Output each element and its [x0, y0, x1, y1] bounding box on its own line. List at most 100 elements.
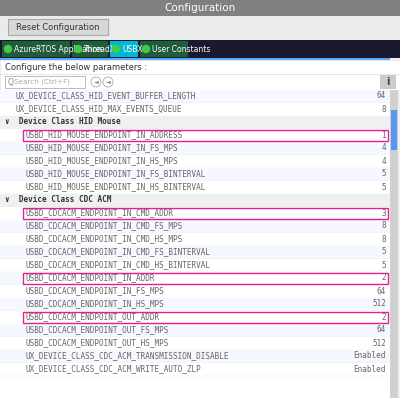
Text: ThreadX: ThreadX — [84, 45, 116, 53]
Text: USBD_CDCACM_ENDPOINT_OUT_HS_MPS: USBD_CDCACM_ENDPOINT_OUT_HS_MPS — [25, 339, 168, 347]
Text: USBD_CDCACM_ENDPOINT_IN_CMD_HS_MPS: USBD_CDCACM_ENDPOINT_IN_CMD_HS_MPS — [25, 234, 182, 244]
Bar — [391, 110, 397, 150]
Bar — [0, 90, 390, 398]
Bar — [0, 16, 400, 40]
Circle shape — [91, 77, 101, 87]
Text: AzureRTOS Application: AzureRTOS Application — [14, 45, 102, 53]
Bar — [0, 207, 390, 220]
Bar — [0, 298, 390, 311]
Text: 512: 512 — [372, 339, 386, 347]
Text: USBD_CDCACM_ENDPOINT_IN_HS_MPS: USBD_CDCACM_ENDPOINT_IN_HS_MPS — [25, 300, 164, 308]
Text: Enabled: Enabled — [354, 351, 386, 361]
Bar — [0, 103, 390, 116]
Text: 4: 4 — [381, 144, 386, 152]
Text: USBD_HID_MOUSE_ENDPOINT_IN_ADDRESS: USBD_HID_MOUSE_ENDPOINT_IN_ADDRESS — [25, 131, 182, 140]
Bar — [0, 324, 390, 337]
Text: 64: 64 — [377, 326, 386, 334]
Text: Configure the below parameters :: Configure the below parameters : — [5, 62, 147, 72]
Text: 5: 5 — [381, 261, 386, 269]
Text: 8: 8 — [381, 234, 386, 244]
Bar — [0, 0, 400, 16]
Bar — [0, 363, 390, 376]
Bar — [0, 155, 390, 168]
Bar — [390, 90, 398, 398]
Text: 512: 512 — [372, 300, 386, 308]
Text: Search (Ctrl+F): Search (Ctrl+F) — [14, 79, 70, 85]
Text: 2: 2 — [381, 273, 386, 283]
Text: USBD_HID_MOUSE_ENDPOINT_IN_HS_BINTERVAL: USBD_HID_MOUSE_ENDPOINT_IN_HS_BINTERVAL — [25, 183, 205, 191]
Text: Q: Q — [8, 78, 14, 86]
Bar — [0, 272, 390, 285]
Bar — [0, 233, 390, 246]
Circle shape — [74, 45, 82, 53]
Bar — [0, 194, 390, 207]
Circle shape — [4, 45, 12, 53]
Bar — [23, 208, 388, 219]
Text: 64: 64 — [377, 287, 386, 295]
Bar — [110, 41, 138, 57]
Text: 64: 64 — [377, 92, 386, 101]
Text: USBD_CDCACM_ENDPOINT_OUT_ADDR: USBD_CDCACM_ENDPOINT_OUT_ADDR — [25, 312, 159, 322]
Bar — [0, 337, 390, 350]
Text: USBD_CDCACM_ENDPOINT_IN_CMD_FS_BINTERVAL: USBD_CDCACM_ENDPOINT_IN_CMD_FS_BINTERVAL — [25, 248, 210, 256]
Circle shape — [142, 45, 150, 53]
Text: UX_DEVICE_CLASS_CDC_ACM_WRITE_AUTO_ZLP: UX_DEVICE_CLASS_CDC_ACM_WRITE_AUTO_ZLP — [25, 365, 201, 373]
Text: USBD_HID_MOUSE_ENDPOINT_IN_HS_MPS: USBD_HID_MOUSE_ENDPOINT_IN_HS_MPS — [25, 156, 178, 166]
Bar — [0, 311, 390, 324]
Text: UX_DEVICE_CLASS_HID_MAX_EVENTS_QUEUE: UX_DEVICE_CLASS_HID_MAX_EVENTS_QUEUE — [15, 105, 182, 113]
Bar — [0, 58, 390, 60]
Text: 1: 1 — [381, 131, 386, 140]
Text: 5: 5 — [381, 183, 386, 191]
Text: 8: 8 — [381, 105, 386, 113]
Bar — [0, 259, 390, 272]
Bar — [0, 246, 390, 259]
Text: 4: 4 — [381, 156, 386, 166]
Bar — [0, 90, 390, 103]
Bar — [0, 116, 390, 129]
Text: ◄: ◄ — [94, 80, 98, 84]
Text: i: i — [386, 77, 390, 87]
Text: USBD_CDCACM_ENDPOINT_IN_CMD_HS_BINTERVAL: USBD_CDCACM_ENDPOINT_IN_CMD_HS_BINTERVAL — [25, 261, 210, 269]
Text: ∨  Device Class CDC ACM: ∨ Device Class CDC ACM — [5, 195, 111, 205]
Bar — [0, 350, 390, 363]
Bar — [0, 60, 400, 74]
Bar — [140, 41, 188, 57]
Text: 5: 5 — [381, 170, 386, 178]
Text: Enabled: Enabled — [354, 365, 386, 373]
Bar — [5, 76, 85, 88]
Bar — [0, 168, 390, 181]
Text: ◄: ◄ — [106, 80, 110, 84]
Bar — [23, 130, 388, 141]
Bar — [23, 273, 388, 284]
Text: Configuration: Configuration — [164, 3, 236, 13]
Text: User Constants: User Constants — [152, 45, 210, 53]
Text: 3: 3 — [381, 209, 386, 217]
Bar — [380, 75, 396, 89]
Bar — [0, 74, 400, 90]
Text: USBD_CDCACM_ENDPOINT_IN_FS_MPS: USBD_CDCACM_ENDPOINT_IN_FS_MPS — [25, 287, 164, 295]
Bar — [72, 41, 108, 57]
Text: UX_DEVICE_CLASS_HID_EVENT_BUFFER_LENGTH: UX_DEVICE_CLASS_HID_EVENT_BUFFER_LENGTH — [15, 92, 195, 101]
Bar — [8, 19, 108, 35]
Text: 2: 2 — [381, 312, 386, 322]
Circle shape — [103, 77, 113, 87]
Bar — [0, 142, 390, 155]
Text: USBD_HID_MOUSE_ENDPOINT_IN_FS_MPS: USBD_HID_MOUSE_ENDPOINT_IN_FS_MPS — [25, 144, 178, 152]
Bar — [2, 41, 70, 57]
Text: USBD_CDCACM_ENDPOINT_IN_CMD_ADDR: USBD_CDCACM_ENDPOINT_IN_CMD_ADDR — [25, 209, 173, 217]
Text: USBD_CDCACM_ENDPOINT_IN_ADDR: USBD_CDCACM_ENDPOINT_IN_ADDR — [25, 273, 154, 283]
Bar — [0, 129, 390, 142]
Text: USBD_CDCACM_ENDPOINT_OUT_FS_MPS: USBD_CDCACM_ENDPOINT_OUT_FS_MPS — [25, 326, 168, 334]
Circle shape — [112, 45, 120, 53]
Text: Reset Configuration: Reset Configuration — [16, 23, 100, 31]
Bar — [0, 285, 390, 298]
Text: ∨  Device Class HID Mouse: ∨ Device Class HID Mouse — [5, 117, 121, 127]
Bar — [0, 220, 390, 233]
Text: UX_DEVICE_CLASS_CDC_ACM_TRANSMISSION_DISABLE: UX_DEVICE_CLASS_CDC_ACM_TRANSMISSION_DIS… — [25, 351, 228, 361]
Text: USBD_HID_MOUSE_ENDPOINT_IN_FS_BINTERVAL: USBD_HID_MOUSE_ENDPOINT_IN_FS_BINTERVAL — [25, 170, 205, 178]
Text: 8: 8 — [381, 222, 386, 230]
Bar — [0, 181, 390, 194]
Text: 5: 5 — [381, 248, 386, 256]
Bar — [0, 40, 400, 58]
Text: USBX: USBX — [122, 45, 143, 53]
